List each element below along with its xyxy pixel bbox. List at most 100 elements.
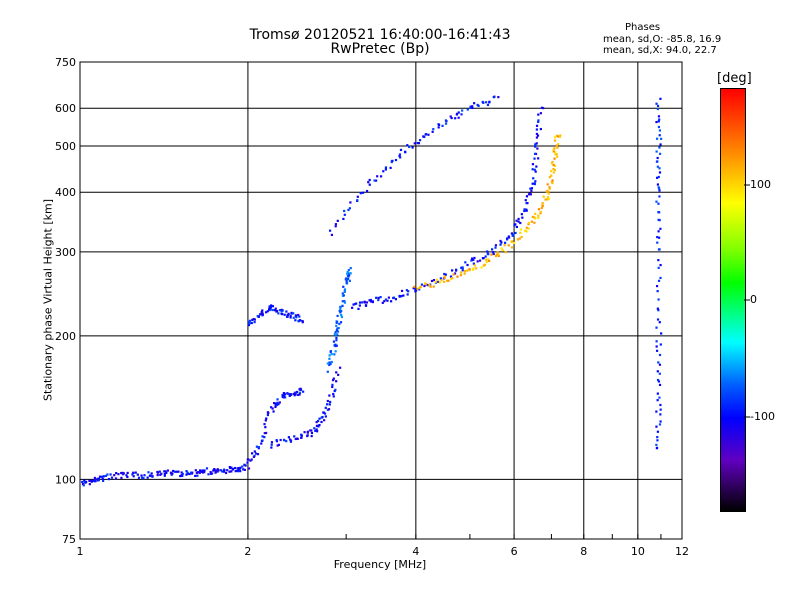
data-point	[499, 239, 502, 243]
data-point	[137, 476, 141, 479]
data-point	[122, 472, 125, 475]
data-point	[514, 223, 517, 226]
data-point	[437, 123, 441, 126]
data-point	[293, 435, 296, 438]
data-point	[496, 251, 499, 254]
phases-line-o: mean, sd,O: -85.8, 16.9	[603, 34, 722, 45]
data-point	[347, 277, 350, 281]
data-point	[493, 95, 496, 98]
data-point	[658, 236, 661, 239]
data-point	[179, 474, 182, 478]
data-point	[516, 238, 520, 241]
data-point	[655, 425, 658, 428]
data-point	[423, 284, 426, 288]
data-point	[656, 107, 659, 111]
data-point	[657, 186, 660, 189]
data-point	[416, 287, 419, 290]
data-point	[273, 402, 276, 405]
data-point	[147, 471, 150, 474]
data-point	[102, 475, 105, 478]
data-point	[531, 182, 534, 185]
data-point	[349, 201, 352, 204]
data-point	[336, 320, 339, 324]
data-point	[514, 231, 517, 235]
data-point	[656, 307, 659, 310]
data-point	[195, 471, 198, 474]
data-point	[276, 398, 279, 401]
data-point	[341, 300, 344, 303]
data-point	[423, 135, 426, 139]
data-point	[492, 252, 495, 256]
data-point	[263, 423, 266, 426]
data-point	[658, 134, 661, 137]
data-point	[503, 244, 506, 247]
data-point	[271, 308, 274, 312]
data-point	[121, 471, 124, 475]
data-point	[418, 286, 421, 289]
data-point	[656, 160, 659, 163]
data-point	[347, 208, 350, 212]
data-point	[418, 139, 422, 142]
data-point	[546, 183, 549, 186]
data-point	[234, 470, 237, 473]
data-point	[361, 191, 365, 194]
data-point	[658, 118, 661, 121]
data-point	[314, 429, 317, 432]
data-point	[296, 390, 299, 394]
data-point	[656, 378, 660, 382]
data-point	[322, 411, 325, 414]
data-point	[340, 315, 344, 319]
data-point	[537, 119, 540, 122]
x-tick-label: 10	[631, 545, 645, 558]
data-point	[339, 305, 342, 308]
data-point	[394, 158, 398, 162]
data-point	[658, 146, 661, 149]
data-point	[657, 266, 660, 269]
data-point	[555, 153, 558, 156]
data-point	[253, 450, 256, 453]
x-tick-label: 1	[77, 545, 84, 558]
data-point	[211, 472, 214, 475]
data-point	[342, 294, 345, 297]
data-point	[345, 278, 348, 281]
data-point	[551, 179, 554, 182]
data-point	[530, 220, 533, 223]
colorbar-tick-minus100: -100	[750, 410, 775, 423]
data-point	[263, 436, 266, 439]
data-point	[655, 443, 658, 446]
data-point	[454, 117, 457, 120]
data-point	[191, 471, 194, 474]
data-point	[403, 150, 407, 153]
data-point	[294, 393, 297, 396]
data-point	[288, 393, 291, 396]
x-tick-label: 6	[511, 545, 518, 558]
data-point	[471, 106, 474, 110]
data-point	[185, 470, 188, 473]
data-point	[438, 281, 441, 284]
data-point	[299, 319, 302, 322]
data-point	[416, 141, 419, 145]
data-point	[507, 244, 510, 247]
data-point	[171, 472, 174, 475]
data-point	[260, 310, 263, 314]
data-point	[363, 300, 366, 303]
data-point	[425, 133, 428, 136]
data-point	[656, 370, 659, 373]
data-point	[143, 474, 146, 477]
data-point	[253, 321, 256, 324]
data-point	[427, 133, 430, 136]
data-point	[657, 298, 660, 301]
data-point	[326, 399, 329, 403]
data-point	[271, 407, 274, 410]
y-tick-label: 400	[55, 186, 76, 199]
data-point	[472, 262, 475, 265]
y-tick-label: 600	[55, 102, 76, 115]
data-point	[251, 318, 254, 322]
data-point	[289, 439, 293, 442]
data-point	[535, 124, 539, 127]
data-point	[519, 228, 522, 231]
data-point	[188, 472, 191, 476]
data-point	[531, 168, 534, 171]
data-point	[655, 345, 658, 348]
